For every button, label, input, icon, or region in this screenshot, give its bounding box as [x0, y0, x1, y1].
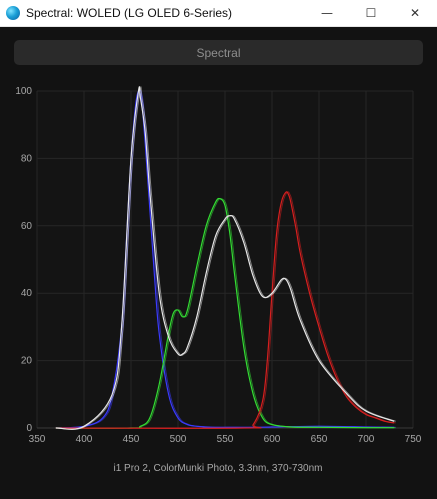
x-tick-label: 450 — [123, 434, 140, 445]
y-tick-label: 80 — [21, 153, 33, 164]
x-tick-label: 400 — [76, 434, 93, 445]
series-line-red — [55, 191, 395, 429]
series-line-white-secondary — [57, 86, 396, 430]
window-title: Spectral: WOLED (LG OLED 6-Series) — [26, 6, 233, 20]
x-axis-ticks: 350 400 450 500 550 600 650 700 750 — [29, 434, 422, 445]
app-logo-icon — [6, 6, 20, 20]
series-line-green — [55, 197, 395, 429]
minimize-button[interactable]: — — [321, 6, 333, 20]
y-axis-ticks: 0 20 40 60 80 100 — [15, 86, 32, 434]
series-line-red-secondary — [57, 191, 396, 429]
window-controls: — ☐ ✕ — [305, 0, 437, 26]
x-tick-label: 550 — [217, 434, 234, 445]
x-tick-label: 700 — [358, 434, 375, 445]
title-bar[interactable]: Spectral: WOLED (LG OLED 6-Series) — ☐ ✕ — [0, 0, 437, 27]
y-tick-label: 0 — [26, 423, 32, 434]
spectral-chart: 350 400 450 500 550 600 650 700 750 0 20 40 60 80 100… — [15, 86, 422, 474]
x-tick-label: 600 — [264, 434, 281, 445]
y-tick-label: 20 — [21, 356, 33, 367]
spectral-button[interactable]: Spectral — [14, 40, 423, 65]
y-tick-label: 100 — [15, 86, 32, 97]
close-button[interactable]: ✕ — [409, 6, 421, 20]
series-line-white — [55, 86, 395, 430]
chart-caption: i1 Pro 2, ColorMunki Photo, 3.3nm, 370-7… — [114, 463, 323, 474]
y-tick-label: 40 — [21, 288, 33, 299]
chart-series — [55, 86, 396, 430]
y-tick-label: 60 — [21, 221, 33, 232]
maximize-button[interactable]: ☐ — [365, 6, 377, 20]
x-tick-label: 650 — [311, 434, 328, 445]
x-tick-label: 500 — [170, 434, 187, 445]
x-tick-label: 350 — [29, 434, 46, 445]
x-tick-label: 750 — [405, 434, 422, 445]
